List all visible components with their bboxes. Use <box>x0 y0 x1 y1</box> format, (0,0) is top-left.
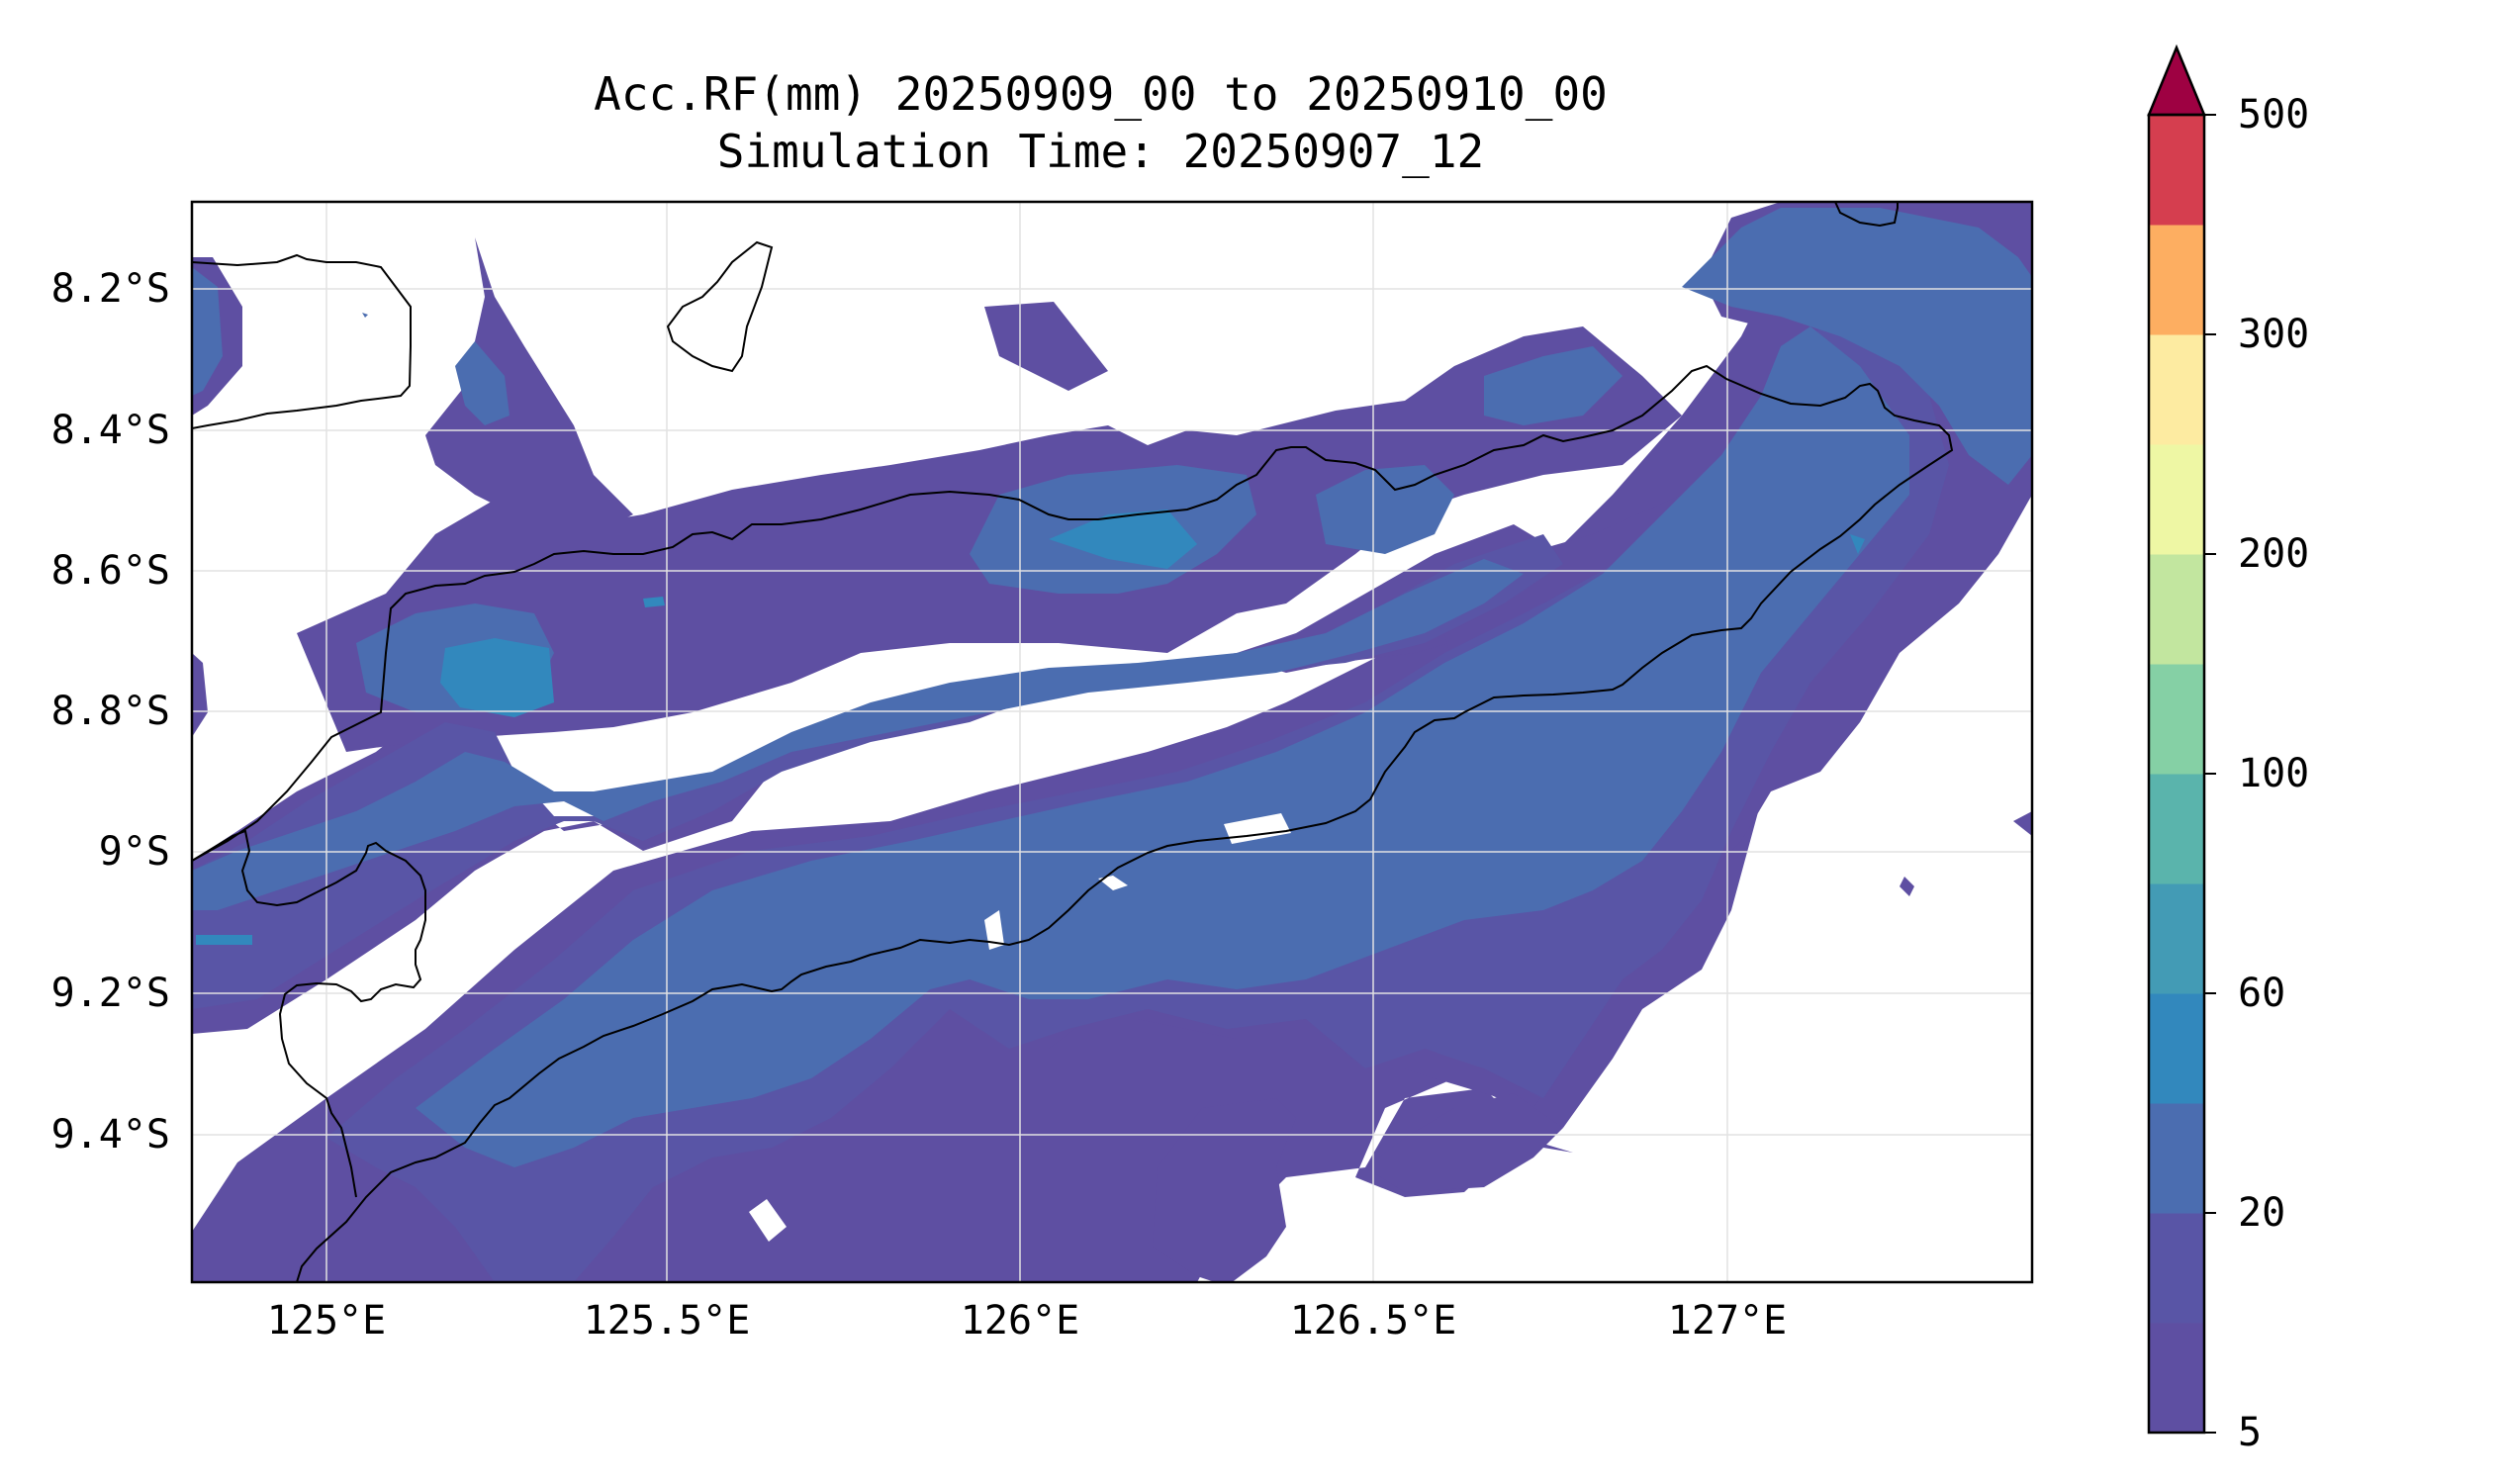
map-subtitle: Simulation Time: 20250907_12 <box>716 125 1485 178</box>
colorbar-tick-label: 300 <box>2238 312 2309 357</box>
rain-area-southeast-blob <box>1365 1093 1563 1192</box>
colorbar-segment <box>2149 883 2204 994</box>
colorbar-segment <box>2149 334 2204 445</box>
colorbar-tick-label: 500 <box>2238 92 2309 138</box>
lat-tick-label: 9.2°S <box>51 971 170 1016</box>
colorbar-segment <box>2149 664 2204 775</box>
map-frame <box>190 200 2034 1284</box>
colorbar-tick-label: 20 <box>2238 1190 2285 1236</box>
rain-area-speck-1 <box>1900 877 1914 896</box>
colorbar-segment <box>2149 444 2204 555</box>
coastline-northeast-island <box>1834 202 1899 228</box>
coastlines <box>192 202 1954 1282</box>
colorbar-segment <box>2149 993 2204 1104</box>
colorbar-segment <box>2149 115 2204 226</box>
colorbar-extend-arrow <box>2147 44 2206 117</box>
rain-area-south-blob <box>1153 1098 1296 1282</box>
lat-tick-label: 8.8°S <box>51 689 170 734</box>
colorbar-tick-label: 100 <box>2238 751 2309 796</box>
colorbar-segment <box>2149 1323 2204 1434</box>
lon-tick-label: 126°E <box>961 1298 1079 1344</box>
lon-axis: 125°E 125.5°E 126°E 126.5°E 127°E <box>267 1298 1787 1344</box>
lon-tick-label: 126.5°E <box>1290 1298 1457 1344</box>
colorbar-segment <box>2149 1213 2204 1324</box>
map-gridlines <box>192 202 2032 1282</box>
colorbar-segment <box>2149 225 2204 335</box>
lon-tick-label: 125°E <box>267 1298 386 1344</box>
lat-tick-label: 8.6°S <box>51 548 170 594</box>
colorbar-labels: 500 300 200 100 60 20 5 <box>2238 92 2309 1455</box>
colorbar: 500 300 200 100 60 20 5 <box>2147 44 2309 1455</box>
coastline-north-main <box>192 364 1954 1282</box>
rain-area-northwest <box>425 237 633 534</box>
coastline-small-island <box>666 240 774 373</box>
lon-tick-label: 127°E <box>1668 1298 1787 1344</box>
colorbar-segment <box>2149 554 2204 665</box>
colorbar-segment <box>2149 1103 2204 1214</box>
colorbar-ticks <box>2204 114 2216 1434</box>
map-title: Acc.RF(mm) 20250909_00 to 20250910_00 <box>594 67 1608 121</box>
coastline-island-north <box>192 253 412 429</box>
colorbar-tick-label: 200 <box>2238 531 2309 577</box>
colorbar-segments <box>2149 115 2204 1434</box>
rain-speck-island <box>362 313 368 318</box>
colorbar-tick-label: 60 <box>2238 971 2285 1016</box>
rain-band-peak <box>196 510 1865 945</box>
colorbar-segment <box>2149 774 2204 884</box>
rain-area-west-strip <box>192 653 208 737</box>
lat-tick-label: 9.4°S <box>51 1112 170 1158</box>
rainfall-field <box>192 202 2032 1282</box>
rain-area-speck-2 <box>2013 811 2032 836</box>
lon-tick-label: 125.5°E <box>584 1298 751 1344</box>
rain-area-north-blob <box>984 302 1108 391</box>
lat-axis: 8.2°S 8.4°S 8.6°S 8.8°S 9°S 9.2°S 9.4°S <box>51 266 170 1158</box>
coastline-west-inlet <box>192 829 426 1198</box>
colorbar-tick-label: 5 <box>2238 1410 2262 1455</box>
lat-tick-label: 8.4°S <box>51 408 170 453</box>
lat-tick-label: 8.2°S <box>51 266 170 312</box>
lat-tick-label: 9°S <box>99 829 170 875</box>
